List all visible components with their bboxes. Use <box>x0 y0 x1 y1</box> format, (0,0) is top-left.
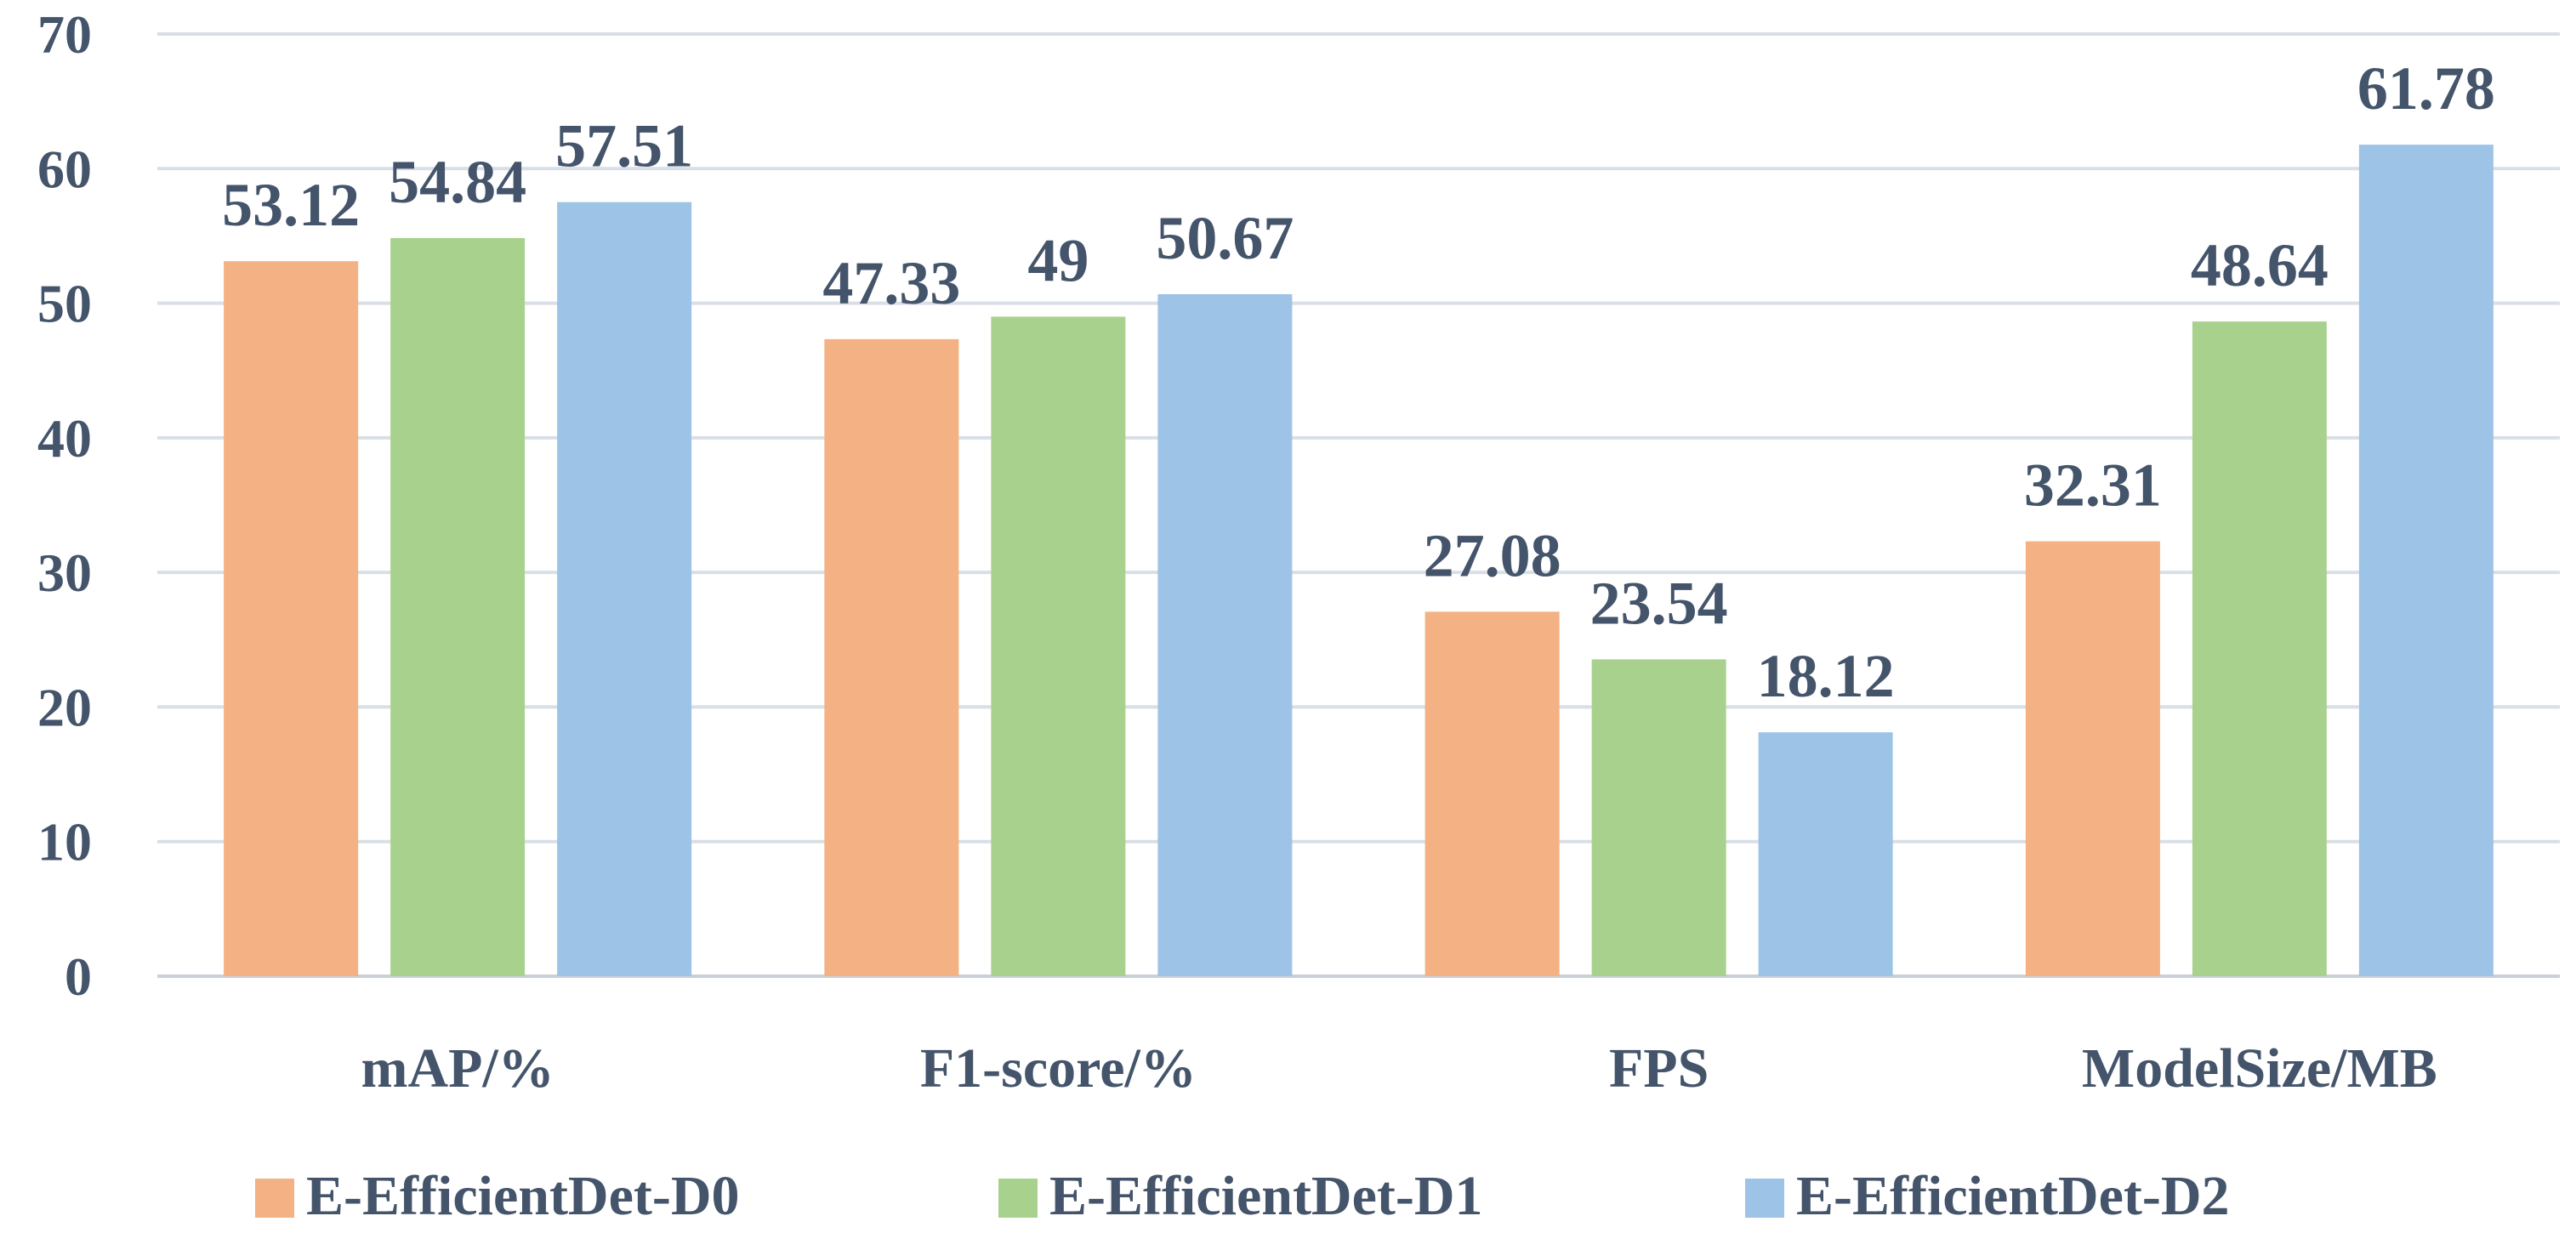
data-label: 47.33 <box>822 249 960 317</box>
data-labels: 53.12 54.84 57.51 47.33 49 50.67 27.08 23.54 18.… <box>222 54 2495 710</box>
category-label: ModelSize/MB <box>2082 1037 2437 1099</box>
legend-item-e-efficientdet-d2[interactable]: E-EfficientDet-D2 <box>1745 1165 2230 1227</box>
bar-e-efficientdet-d0-4[interactable] <box>2025 541 2160 976</box>
category-label: FPS <box>1609 1037 1709 1099</box>
bar-e-efficientdet-d2-1[interactable] <box>557 202 692 976</box>
category-label: mAP/% <box>361 1037 554 1099</box>
legend[interactable]: E-EfficientDet-D0 E-EfficientDet-D1 E-Effi… <box>255 1165 2230 1227</box>
legend-label: E-EfficientDet-D1 <box>1049 1165 1483 1227</box>
data-label: 53.12 <box>222 171 360 239</box>
bars <box>224 145 2494 977</box>
bar-e-efficientdet-d1-4[interactable] <box>2192 321 2327 977</box>
data-label: 48.64 <box>2191 231 2329 299</box>
y-tick-label: 60 <box>37 139 92 199</box>
data-label: 50.67 <box>1156 204 1294 272</box>
legend-label: E-EfficientDet-D0 <box>306 1165 740 1227</box>
bar-e-efficientdet-d1-3[interactable] <box>1591 659 1726 976</box>
bar-e-efficientdet-d0-2[interactable] <box>824 338 959 976</box>
y-tick-label: 10 <box>37 812 92 872</box>
y-tick-label: 30 <box>37 543 92 603</box>
y-tick-label: 0 <box>65 946 92 1007</box>
bar-e-efficientdet-d0-3[interactable] <box>1424 611 1560 976</box>
bar-e-efficientdet-d2-4[interactable] <box>2358 145 2494 977</box>
legend-item-e-efficientdet-d0[interactable]: E-EfficientDet-D0 <box>255 1165 740 1227</box>
y-tick-label: 40 <box>37 408 92 469</box>
data-label: 27.08 <box>1424 521 1561 589</box>
y-axis-ticks: 0 10 20 30 40 50 60 70 <box>37 4 92 1007</box>
legend-swatch <box>1745 1179 1784 1218</box>
legend-item-e-efficientdet-d1[interactable]: E-EfficientDet-D1 <box>998 1165 1483 1227</box>
bar-e-efficientdet-d1-2[interactable] <box>991 316 1126 976</box>
legend-swatch <box>255 1179 294 1218</box>
legend-swatch <box>998 1179 1038 1218</box>
data-label: 54.84 <box>389 148 526 216</box>
y-tick-label: 20 <box>37 677 92 737</box>
data-label: 61.78 <box>2357 54 2495 122</box>
legend-label: E-EfficientDet-D2 <box>1796 1165 2230 1227</box>
bar-e-efficientdet-d1-1[interactable] <box>390 237 526 976</box>
category-label: F1-score/% <box>920 1037 1197 1099</box>
x-axis-categories: mAP/% F1-score/% FPS ModelSize/MB <box>361 1037 2437 1099</box>
y-tick-label: 50 <box>37 274 92 334</box>
bar-e-efficientdet-d2-3[interactable] <box>1758 732 1893 976</box>
y-tick-label: 70 <box>37 4 92 65</box>
data-label: 23.54 <box>1590 569 1728 637</box>
bar-e-efficientdet-d2-2[interactable] <box>1157 293 1293 976</box>
data-label: 18.12 <box>1757 642 1895 710</box>
data-label: 57.51 <box>555 112 693 180</box>
data-label: 49 <box>1027 226 1089 294</box>
bar-e-efficientdet-d0-1[interactable] <box>224 261 359 976</box>
data-label: 32.31 <box>2024 452 2162 520</box>
